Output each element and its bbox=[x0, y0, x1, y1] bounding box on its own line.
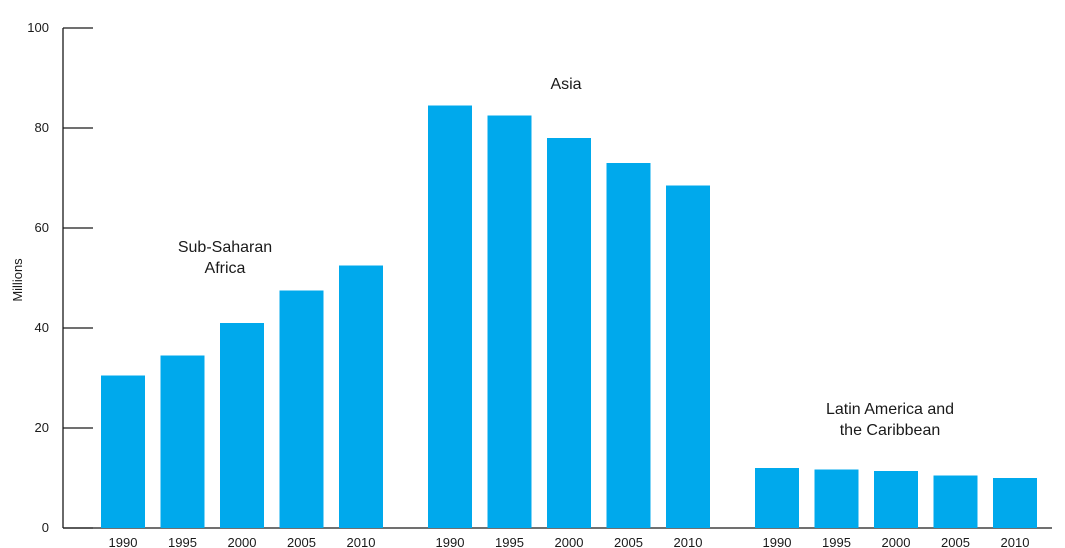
bar bbox=[933, 475, 978, 528]
y-axis-label: Millions bbox=[10, 258, 25, 302]
x-tick-label: 2000 bbox=[228, 535, 257, 548]
bar bbox=[606, 163, 651, 528]
group-label: Africa bbox=[205, 260, 246, 277]
x-tick-label: 1995 bbox=[495, 535, 524, 548]
y-axis: 0 20 40 60 80 100 bbox=[27, 20, 93, 535]
group-label: the Caribbean bbox=[840, 422, 941, 439]
group-labels: Sub-Saharan Africa Asia Latin America and th… bbox=[178, 76, 954, 439]
bar bbox=[814, 469, 859, 528]
y-tick-label: 0 bbox=[42, 520, 49, 535]
x-tick-label: 2010 bbox=[1001, 535, 1030, 548]
bar bbox=[547, 138, 591, 528]
bar bbox=[160, 355, 205, 528]
x-tick-label: 1990 bbox=[763, 535, 792, 548]
x-tick-label: 2000 bbox=[555, 535, 584, 548]
y-tick-label: 40 bbox=[35, 320, 49, 335]
bar-group bbox=[101, 265, 383, 528]
bar-group bbox=[755, 468, 1037, 528]
group-label: Sub-Saharan bbox=[178, 239, 272, 256]
bar bbox=[428, 105, 472, 528]
x-tick-label: 1995 bbox=[168, 535, 197, 548]
group-label: Asia bbox=[550, 76, 581, 93]
y-tick-label: 20 bbox=[35, 420, 49, 435]
bar bbox=[279, 290, 324, 528]
x-tick-label: 1990 bbox=[109, 535, 138, 548]
bar bbox=[993, 478, 1037, 528]
bar bbox=[101, 375, 145, 528]
bar bbox=[666, 185, 710, 528]
bar bbox=[220, 323, 264, 528]
x-tick-label: 2005 bbox=[614, 535, 643, 548]
bar bbox=[874, 471, 918, 528]
x-tick-label: 2005 bbox=[287, 535, 316, 548]
y-tick-label: 80 bbox=[35, 120, 49, 135]
x-tick-label: 2010 bbox=[674, 535, 703, 548]
y-tick-label: 100 bbox=[27, 20, 49, 35]
bar bbox=[339, 265, 383, 528]
bars bbox=[101, 105, 1037, 528]
x-tick-label: 2010 bbox=[347, 535, 376, 548]
x-tick-label: 1990 bbox=[436, 535, 465, 548]
x-tick-label: 1995 bbox=[822, 535, 851, 548]
bar bbox=[755, 468, 799, 528]
y-tick-label: 60 bbox=[35, 220, 49, 235]
x-tick-labels: 1990 1995 2000 2005 2010 1990 1995 2000 2005 2010… bbox=[109, 535, 1030, 548]
x-tick-label: 2005 bbox=[941, 535, 970, 548]
group-label: Latin America and bbox=[826, 401, 954, 418]
bar-group bbox=[428, 105, 710, 528]
bar bbox=[487, 115, 532, 528]
x-tick-label: 2000 bbox=[882, 535, 911, 548]
